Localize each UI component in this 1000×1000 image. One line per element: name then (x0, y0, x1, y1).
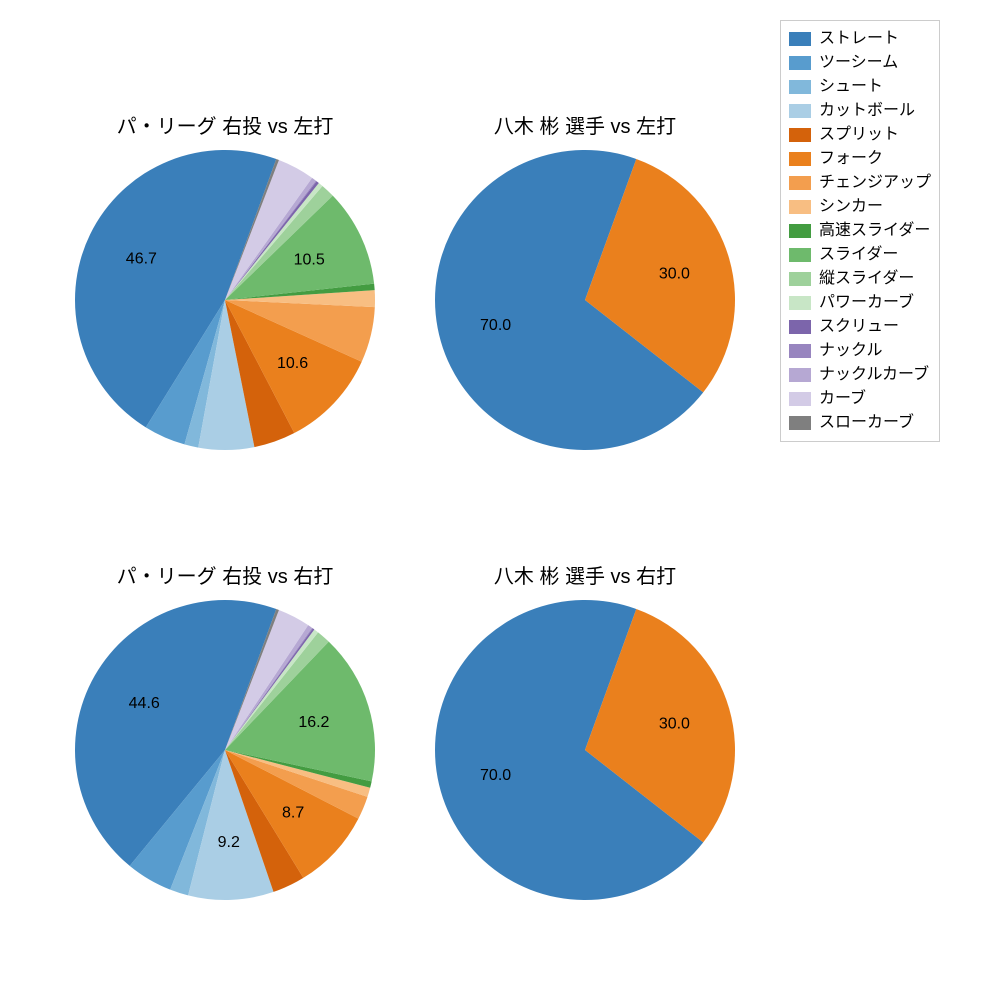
legend-item: シュート (789, 75, 931, 99)
legend-label: スプリット (819, 123, 899, 147)
legend-swatch (789, 32, 811, 46)
legend-label: パワーカーブ (819, 291, 914, 315)
legend-label: ナックルカーブ (819, 363, 929, 387)
pie-chart: 70.0 30.0 (375, 90, 795, 510)
legend-item: ストレート (789, 27, 931, 51)
legend-swatch (789, 176, 811, 190)
legend-swatch (789, 320, 811, 334)
legend-item: シンカー (789, 195, 931, 219)
legend-item: 縦スライダー (789, 267, 931, 291)
pie-chart: 70.0 30.0 (375, 540, 795, 960)
legend-item: ツーシーム (789, 51, 931, 75)
slice-value-label: 70.0 (480, 317, 511, 334)
legend-label: フォーク (819, 147, 883, 171)
legend-label: カットボール (819, 99, 915, 123)
legend-label: ツーシーム (819, 51, 898, 75)
slice-value-label: 16.2 (298, 714, 329, 731)
legend-item: ナックル (789, 339, 931, 363)
legend-swatch (789, 200, 811, 214)
slice-value-label: 44.6 (129, 695, 160, 712)
legend-swatch (789, 224, 811, 238)
legend-item: ナックルカーブ (789, 363, 931, 387)
legend-swatch (789, 152, 811, 166)
legend-swatch (789, 296, 811, 310)
legend-swatch (789, 128, 811, 142)
legend-swatch (789, 248, 811, 262)
legend-item: スクリュー (789, 315, 931, 339)
slice-value-label: 8.7 (282, 804, 304, 821)
legend-label: チェンジアップ (819, 171, 931, 195)
slice-value-label: 46.7 (126, 251, 157, 268)
legend-label: 縦スライダー (819, 267, 914, 291)
legend-label: カーブ (819, 387, 866, 411)
legend: ストレートツーシームシュートカットボールスプリットフォークチェンジアップシンカー… (780, 20, 940, 442)
legend-label: シンカー (819, 195, 883, 219)
slice-value-label: 10.5 (294, 252, 325, 269)
chart-grid: パ・リーグ 右投 vs 左打46.710.610.5八木 彬 選手 vs 左打7… (0, 0, 1000, 1000)
legend-item: カットボール (789, 99, 931, 123)
legend-label: スクリュー (819, 315, 899, 339)
pie-chart: 44.6 9.2 8.7 16.2 (15, 540, 435, 960)
legend-swatch (789, 392, 811, 406)
slice-value-label: 30.0 (659, 266, 690, 283)
legend-swatch (789, 416, 811, 430)
legend-item: スプリット (789, 123, 931, 147)
legend-label: スローカーブ (819, 411, 914, 435)
legend-swatch (789, 368, 811, 382)
legend-item: フォーク (789, 147, 931, 171)
slice-value-label: 9.2 (218, 834, 240, 851)
legend-item: パワーカーブ (789, 291, 931, 315)
legend-label: ナックル (819, 339, 883, 363)
legend-label: ストレート (819, 27, 899, 51)
legend-swatch (789, 80, 811, 94)
legend-label: 高速スライダー (819, 219, 930, 243)
legend-swatch (789, 272, 811, 286)
slice-value-label: 30.0 (659, 716, 690, 733)
legend-swatch (789, 56, 811, 70)
legend-item: スローカーブ (789, 411, 931, 435)
pie-chart: 46.7 10.6 10.5 (15, 90, 435, 510)
legend-item: チェンジアップ (789, 171, 931, 195)
slice-value-label: 10.6 (277, 355, 308, 372)
legend-item: 高速スライダー (789, 219, 931, 243)
legend-item: スライダー (789, 243, 931, 267)
legend-swatch (789, 104, 811, 118)
legend-swatch (789, 344, 811, 358)
slice-value-label: 70.0 (480, 767, 511, 784)
legend-item: カーブ (789, 387, 931, 411)
legend-label: シュート (819, 75, 883, 99)
legend-label: スライダー (819, 243, 898, 267)
